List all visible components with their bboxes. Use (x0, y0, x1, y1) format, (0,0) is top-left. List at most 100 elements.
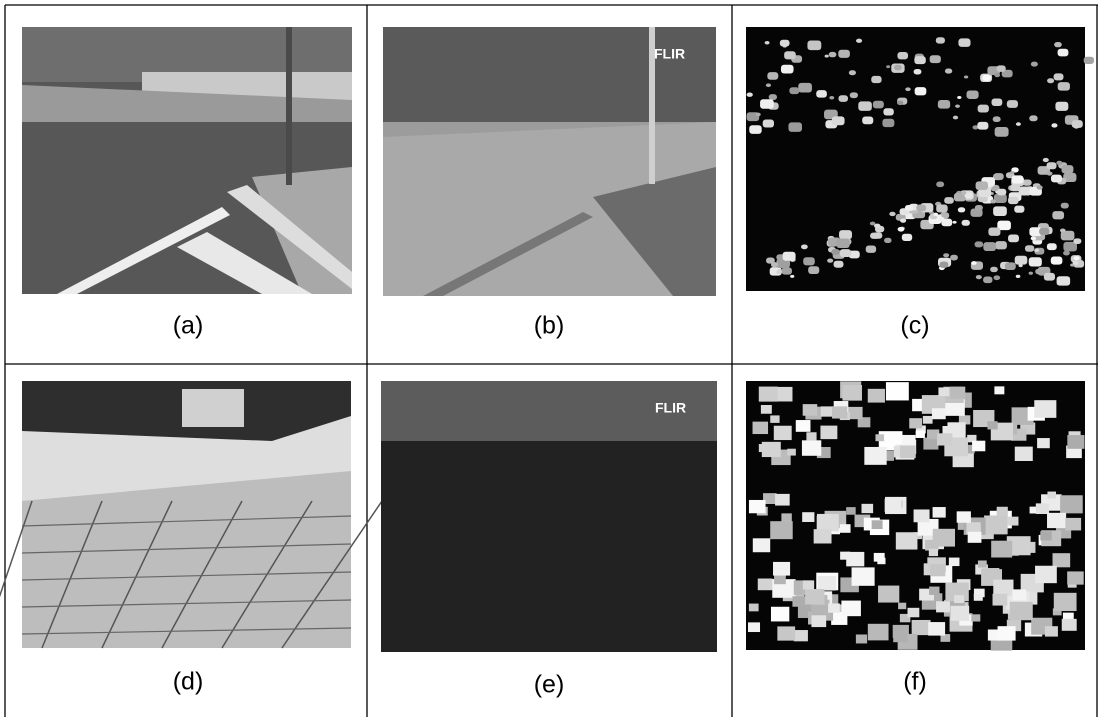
depth-block (796, 420, 811, 432)
depth-block (868, 389, 885, 403)
depth-blob (975, 241, 984, 247)
depth-blob (763, 120, 774, 128)
depth-blob (850, 92, 858, 98)
depth-block (987, 421, 997, 429)
depth-blob (1055, 102, 1068, 111)
depth-blob (916, 204, 926, 211)
depth-blob (1025, 245, 1034, 252)
depth-blob (784, 51, 796, 59)
depth-blob (905, 87, 910, 91)
depth-blob (961, 191, 966, 195)
depth-blob (993, 116, 1001, 122)
depth-blob (955, 104, 960, 107)
depth-block (1047, 492, 1056, 499)
depth-blob (871, 76, 881, 83)
depth-blob (1047, 78, 1054, 83)
depth-block (929, 549, 938, 556)
depth-blob (1008, 197, 1018, 204)
depth-block (803, 580, 814, 589)
depth-blob (992, 98, 1003, 106)
depth-block (761, 405, 772, 414)
flir-logo: FLIR (655, 400, 686, 416)
depth-block (872, 520, 883, 529)
depth-block (875, 434, 884, 441)
depth-blob (1010, 171, 1014, 174)
depth-block (950, 387, 965, 399)
depth-block (874, 553, 885, 562)
depth-block (759, 444, 769, 452)
depth-blob (1084, 57, 1094, 64)
depth-blob (902, 234, 912, 241)
depth-blob (1047, 162, 1057, 169)
depth-block (900, 445, 916, 458)
depth-block (861, 504, 873, 513)
flir-logo: FLIR (654, 46, 685, 62)
depth-blob (914, 56, 925, 64)
depth-block (923, 416, 933, 424)
depth-blob (889, 212, 895, 216)
depth-blob (1034, 248, 1039, 251)
panel-image (22, 27, 352, 294)
panel-caption: (c) (900, 312, 929, 340)
depth-block (749, 500, 766, 513)
depth-blob (1073, 261, 1079, 265)
depth-blob (771, 262, 778, 267)
depth-block (753, 538, 770, 552)
depth-block (1067, 571, 1084, 584)
depth-blob (957, 96, 961, 99)
depth-blob (938, 100, 950, 109)
depth-blob (1039, 228, 1049, 235)
depth-blob (994, 73, 1000, 77)
depth-blob (856, 39, 862, 43)
depth-block (968, 532, 982, 543)
depth-blob (1019, 186, 1032, 195)
depth-blob (1016, 275, 1021, 278)
depth-block (902, 435, 916, 446)
depth-blob (747, 93, 753, 97)
depth-blob (950, 255, 958, 260)
depth-blob (756, 113, 761, 117)
depth-blob (936, 204, 948, 212)
depth-block (775, 494, 790, 506)
depth-blob (834, 261, 844, 268)
depth-blob (1056, 161, 1062, 165)
depth-blob (767, 72, 778, 80)
depth-block (938, 387, 949, 396)
depth-block (1036, 503, 1049, 514)
depth-block (771, 607, 789, 622)
depth-blob (1054, 42, 1062, 47)
depth-blob (915, 87, 927, 95)
depth-block (950, 606, 969, 621)
depth-blob (1037, 185, 1043, 189)
depth-block (840, 552, 850, 560)
depth-blob (838, 95, 848, 102)
depth-blob (831, 249, 839, 255)
depth-block (1054, 593, 1077, 611)
depth-blob (838, 50, 850, 58)
depth-block (770, 521, 792, 539)
depth-block (1015, 447, 1033, 461)
depth-blob (874, 224, 880, 229)
depth-block (886, 382, 909, 400)
depth-blob (1031, 62, 1038, 67)
figure: (a)FLIR(b)(c)(d)FLIR(e)(f) (0, 0, 1103, 717)
depth-blob (1058, 49, 1069, 57)
depth-blob (1016, 122, 1021, 126)
depth-blob (840, 249, 851, 257)
depth-block (842, 385, 862, 401)
depth-blob (776, 270, 782, 274)
depth-block (841, 601, 861, 617)
depth-blob (883, 108, 893, 115)
depth-blob (983, 242, 996, 251)
depth-block (972, 441, 985, 452)
depth-blob (873, 101, 884, 109)
depth-blob (1057, 276, 1071, 285)
depth-block (828, 603, 840, 612)
depth-block (805, 589, 824, 605)
depth-block (774, 575, 786, 584)
depth-block (936, 601, 950, 612)
depth-block (928, 622, 945, 636)
depth-block (802, 512, 814, 522)
depth-block (978, 560, 987, 567)
depth-block (1037, 438, 1050, 448)
